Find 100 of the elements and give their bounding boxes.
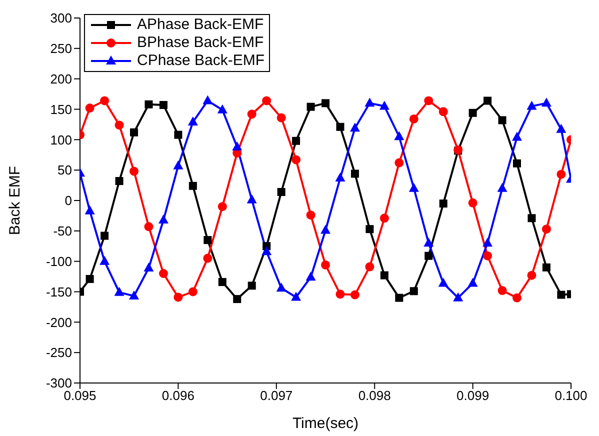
point [408, 182, 419, 192]
point [321, 260, 330, 270]
x-tick-label: 0.096 [162, 388, 194, 404]
x-tick-label: 0.100 [554, 388, 588, 404]
point [218, 278, 226, 286]
point [84, 205, 95, 214]
point [410, 287, 418, 296]
point [556, 170, 566, 179]
point [86, 274, 94, 283]
point [526, 100, 537, 110]
point [468, 108, 477, 117]
point [512, 159, 521, 168]
point [438, 278, 448, 287]
point [350, 170, 359, 178]
point [85, 104, 94, 113]
x-tick-label: 0.095 [64, 388, 96, 404]
point [174, 292, 183, 302]
point [114, 120, 124, 130]
point [202, 95, 213, 104]
point [159, 100, 168, 109]
point [217, 104, 228, 114]
point [144, 262, 154, 272]
point [498, 286, 507, 296]
point [233, 295, 242, 304]
point [541, 98, 552, 107]
point [527, 270, 536, 280]
point [336, 122, 344, 131]
point [276, 282, 286, 292]
point [498, 116, 506, 124]
point [144, 100, 153, 108]
point [483, 251, 492, 260]
point [439, 200, 448, 208]
point [350, 122, 360, 132]
y-tick-label: 0 [64, 193, 72, 208]
point [204, 236, 212, 244]
y-tick-label: 250 [50, 41, 72, 56]
point [364, 98, 375, 107]
legend-label: CPhase Back-EMF [137, 52, 265, 70]
point [277, 188, 286, 196]
y-tick-label: 300 [50, 10, 72, 26]
point [100, 256, 110, 265]
y-tick-label: -200 [46, 314, 72, 330]
point [129, 290, 140, 300]
x-tick-label: 0.097 [260, 388, 293, 404]
point [453, 292, 464, 302]
point [248, 282, 256, 290]
point [188, 287, 198, 296]
x-axis-title: Time(sec) [292, 415, 359, 432]
point [424, 238, 434, 247]
point [424, 96, 434, 106]
y-tick-label: 200 [50, 71, 72, 86]
point [292, 136, 300, 145]
y-tick-label: -250 [46, 345, 72, 360]
y-tick-label: -50 [53, 224, 72, 239]
point [188, 182, 197, 190]
point [174, 130, 182, 139]
point [438, 107, 448, 116]
point [379, 100, 390, 110]
point [262, 246, 272, 256]
point [557, 290, 566, 299]
point [542, 263, 550, 272]
point [158, 269, 168, 278]
point [335, 172, 346, 182]
point [306, 210, 316, 220]
point [306, 272, 316, 281]
point [424, 252, 433, 260]
x-tick-label: 0.099 [456, 388, 490, 404]
point [100, 96, 110, 106]
legend-label: APhase Back-EMF [137, 16, 264, 34]
point [482, 238, 493, 247]
point [100, 232, 109, 240]
y-tick-label: 100 [50, 132, 72, 148]
point [322, 99, 330, 108]
point [542, 224, 551, 234]
point [468, 278, 478, 287]
point [409, 114, 418, 124]
y-tick-label: -150 [46, 284, 72, 300]
point [130, 166, 139, 176]
point [380, 271, 388, 280]
point [292, 155, 301, 164]
point [158, 214, 168, 224]
point [468, 198, 478, 208]
point [247, 110, 256, 119]
point [262, 96, 272, 106]
point [512, 132, 522, 141]
point [395, 294, 404, 302]
point [394, 131, 404, 140]
point [512, 293, 522, 302]
y-tick-label: 150 [50, 102, 72, 117]
x-tick-label: 0.098 [358, 388, 391, 404]
point [114, 286, 124, 296]
point [484, 96, 492, 105]
point [203, 254, 212, 263]
point [528, 214, 536, 222]
point [276, 113, 286, 122]
point [115, 177, 124, 186]
y-tick-label: 50 [58, 162, 72, 178]
point [497, 182, 508, 192]
point [394, 158, 404, 168]
y-tick-label: -100 [46, 254, 72, 269]
